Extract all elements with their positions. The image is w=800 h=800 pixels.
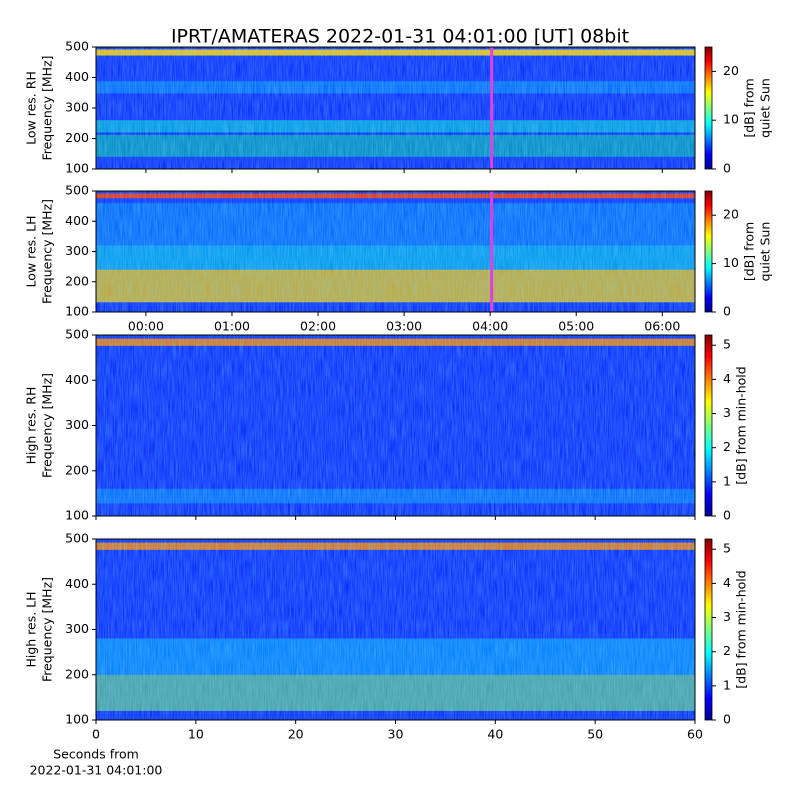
x-axis-label: 2022-01-31 04:01:00 [30,763,163,778]
colorbar-tick-label: 10 [723,112,739,127]
y-axis-label: High res. LH [24,591,39,667]
y-tick-label: 300 [65,417,89,432]
x-tick-label: 06:00 [644,319,680,334]
x-tick-label: 20 [288,727,304,742]
y-axis-label: High res. RH [24,387,39,465]
y-axis-label: Frequency [MHz] [40,199,55,304]
y-tick-label: 200 [65,666,89,681]
colorbar [704,46,713,170]
colorbar-tick-label: 0 [723,161,731,176]
y-tick-label: 200 [65,462,89,477]
spectrogram-texture [96,335,695,516]
colorbar-tick-label: 5 [723,541,731,556]
y-tick-label: 100 [65,508,89,523]
colorbar-label: quiet Sun [758,222,773,282]
colorbar-tick-label: 4 [723,371,731,386]
spectrogram-texture [96,539,695,720]
colorbar-tick-label: 20 [723,207,739,222]
colorbar-tick-label: 3 [723,609,731,624]
colorbar-tick-label: 2 [723,439,731,454]
y-axis-label: Low res. RH [24,71,39,145]
colorbar-tick-label: 1 [723,473,731,488]
colorbar [704,334,713,517]
colorbar-label: [dB] from min-hold [734,570,749,688]
x-tick-label: 40 [487,727,503,742]
colorbar-label: quiet Sun [758,78,773,138]
y-axis-label: Frequency [MHz] [40,577,55,682]
y-tick-label: 500 [65,531,89,546]
colorbar-label: [dB] from [742,78,757,137]
x-tick-label: 05:00 [558,319,594,334]
x-tick-label: 03:00 [386,319,422,334]
y-tick-label: 300 [65,243,89,258]
y-tick-label: 100 [65,304,89,319]
chart-title: IPRT/AMATERAS 2022-01-31 04:01:00 [UT] 0… [171,26,629,48]
y-axis-label: Low res. LH [24,216,39,288]
spectrogram-texture [96,47,695,169]
colorbar-tick-label: 2 [723,643,731,658]
y-tick-label: 500 [65,39,89,54]
colorbar-tick-label: 3 [723,405,731,420]
x-tick-label: 04:00 [472,319,508,334]
colorbar-tick-label: 20 [723,63,739,78]
colorbar [704,538,713,721]
colorbar-label: [dB] from [742,222,757,281]
colorbar-tick-label: 0 [723,508,731,523]
y-tick-label: 400 [65,372,89,387]
y-axis-label: Frequency [MHz] [40,55,55,160]
x-tick-label: 50 [587,727,603,742]
y-tick-label: 100 [65,161,89,176]
y-tick-label: 300 [65,621,89,636]
x-tick-label: 01:00 [214,319,250,334]
y-tick-label: 500 [65,327,89,342]
y-tick-label: 100 [65,712,89,727]
y-tick-label: 400 [65,69,89,84]
y-tick-label: 300 [65,100,89,115]
x-tick-label: 0 [92,727,100,742]
colorbar-tick-label: 5 [723,337,731,352]
colorbar-label: [dB] from min-hold [734,366,749,484]
spectrogram-texture [96,191,695,312]
x-tick-label: 10 [188,727,204,742]
y-tick-label: 400 [65,213,89,228]
colorbar-tick-label: 1 [723,677,731,692]
y-tick-label: 200 [65,273,89,288]
colorbar-tick-label: 4 [723,575,731,590]
x-tick-label: 00:00 [128,319,164,334]
colorbar-tick-label: 0 [723,304,731,319]
y-axis-label: Frequency [MHz] [40,373,55,478]
x-tick-label: 30 [388,727,404,742]
x-tick-label: 60 [687,727,703,742]
colorbar-tick-label: 0 [723,712,731,727]
y-tick-label: 200 [65,130,89,145]
x-tick-label: 02:00 [300,319,336,334]
y-tick-label: 400 [65,576,89,591]
x-axis-label: Seconds from [53,747,139,762]
colorbar-tick-label: 10 [723,255,739,270]
colorbar [704,190,713,313]
y-tick-label: 500 [65,183,89,198]
